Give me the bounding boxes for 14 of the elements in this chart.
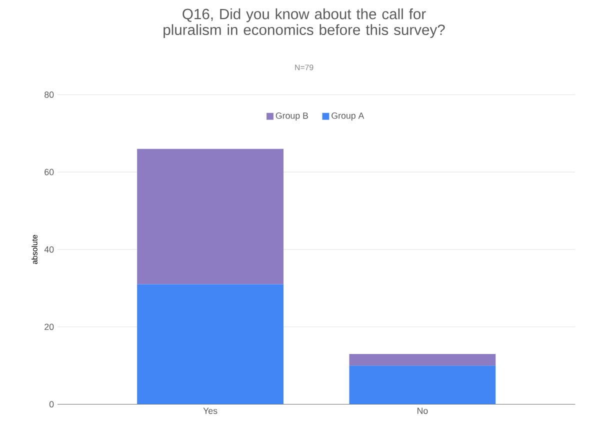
bar xyxy=(137,284,284,404)
y-tick-label: 80 xyxy=(44,92,54,98)
legend-label: Group B xyxy=(276,112,308,121)
x-tick-label: Yes xyxy=(203,408,218,414)
y-tick-label: 20 xyxy=(44,324,54,330)
chart-title: Q16, Did you know about the call for pluralism in economics before this survey? xyxy=(164,8,445,38)
y-tick-label: 40 xyxy=(44,246,54,253)
legend-label: Group A xyxy=(332,112,364,121)
x-tick-label: No xyxy=(418,408,428,414)
y-tick-label: 0 xyxy=(49,401,54,408)
bar xyxy=(349,354,496,366)
bar xyxy=(137,148,284,284)
bar xyxy=(349,366,496,404)
y-tick-label: 60 xyxy=(44,168,54,176)
